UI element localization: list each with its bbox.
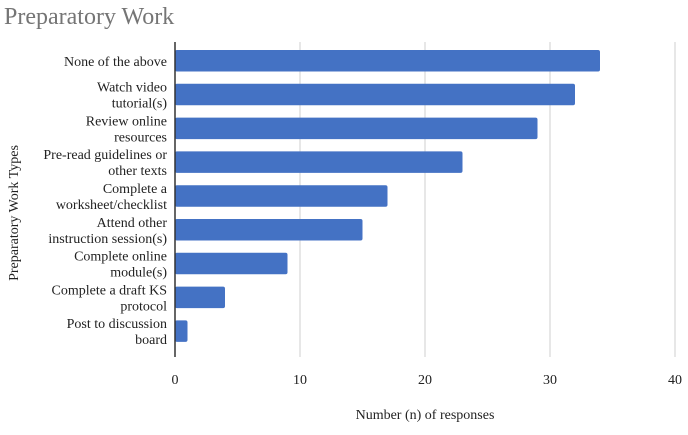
category-label-line: instruction session(s) xyxy=(48,232,167,247)
category-label-line: Complete online xyxy=(74,250,167,265)
category-label-line: Complete a draft KS xyxy=(52,283,167,298)
x-tick-label: 20 xyxy=(418,373,432,388)
category-label-line: board xyxy=(135,333,167,348)
bar xyxy=(175,286,225,309)
category-label-line: tutorial(s) xyxy=(112,97,168,112)
bar xyxy=(175,219,363,241)
x-tick-labels: 0 10 20 30 40 xyxy=(172,373,683,388)
bar xyxy=(175,50,600,72)
chart-title: Preparatory Work xyxy=(4,4,174,30)
bar xyxy=(175,151,463,173)
bar xyxy=(175,185,388,207)
category-label-line: None of the above xyxy=(64,55,167,70)
category-label-line: Watch video xyxy=(97,81,167,96)
category-label-line: Complete a xyxy=(103,182,168,197)
category-label: Review online resources xyxy=(86,114,167,145)
bar xyxy=(175,117,538,140)
category-label: Post to discussion board xyxy=(67,317,167,348)
x-tick-label: 0 xyxy=(172,373,179,388)
category-label: Complete a worksheet/checklist xyxy=(56,182,168,213)
category-label-line: other texts xyxy=(108,164,167,179)
category-label-line: Pre-read guidelines or xyxy=(43,148,167,163)
category-label: Complete online module(s) xyxy=(74,250,167,281)
category-label-line: module(s) xyxy=(110,266,167,281)
category-label-line: Review online xyxy=(86,114,167,129)
y-axis-title: Preparatory Work Types xyxy=(7,145,22,281)
x-tick-label: 10 xyxy=(293,373,307,388)
bar xyxy=(175,320,188,342)
x-tick-label: 40 xyxy=(668,373,682,388)
category-label-line: Attend other xyxy=(97,216,168,231)
category-label-line: Post to discussion xyxy=(67,317,167,332)
category-label-line: resources xyxy=(114,130,167,145)
x-axis-title: Number (n) of responses xyxy=(356,408,495,423)
category-label: Complete a draft KS protocol xyxy=(52,283,168,314)
category-label-line: protocol xyxy=(120,299,167,314)
category-label: Pre-read guidelines or other texts xyxy=(43,148,167,179)
bar xyxy=(175,252,288,275)
x-tick-label: 30 xyxy=(543,373,557,388)
bars xyxy=(175,50,600,342)
bar xyxy=(175,83,575,106)
category-label: None of the above xyxy=(64,55,167,70)
category-label: Attend other instruction session(s) xyxy=(48,216,167,247)
category-label: Watch video tutorial(s) xyxy=(97,81,167,112)
category-label-line: worksheet/checklist xyxy=(56,198,167,213)
